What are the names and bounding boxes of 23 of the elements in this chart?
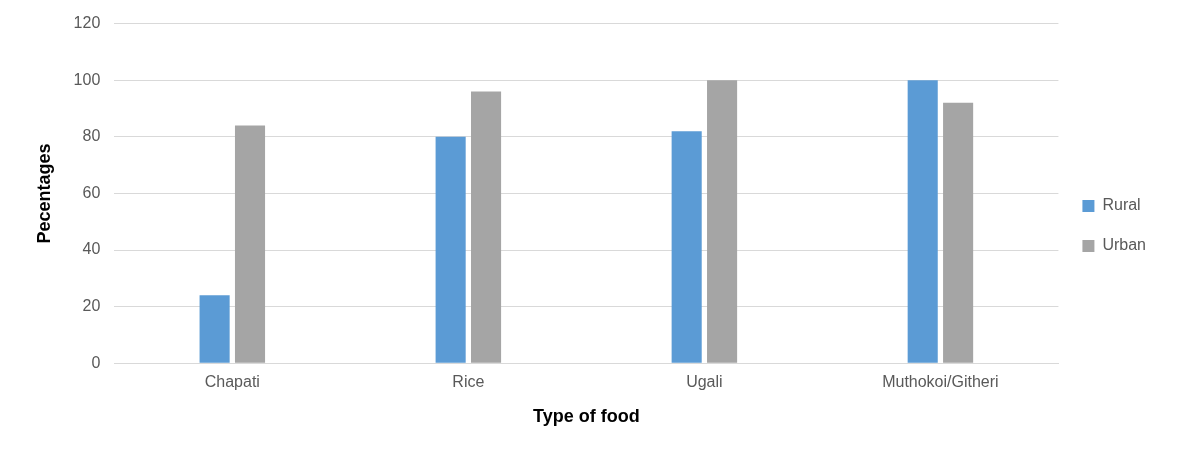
y-tick-label: 0 bbox=[91, 353, 101, 371]
y-tick-label: 20 bbox=[82, 297, 101, 315]
bar bbox=[435, 136, 466, 363]
bar bbox=[707, 80, 738, 363]
bar bbox=[671, 131, 702, 363]
bar bbox=[471, 91, 502, 363]
x-axis-title: Type of food bbox=[533, 406, 640, 427]
bar bbox=[234, 125, 266, 363]
x-tick-label: Muthokoi/Githeri bbox=[882, 373, 999, 391]
legend-label: Rural bbox=[1102, 196, 1141, 214]
y-tick-label: 60 bbox=[82, 183, 101, 201]
legend-label: Urban bbox=[1102, 236, 1146, 254]
x-tick-label: Chapati bbox=[204, 373, 260, 391]
y-tick-label: 100 bbox=[73, 70, 101, 88]
x-tick-label: Ugali bbox=[686, 373, 723, 391]
x-tick-label: Rice bbox=[452, 373, 485, 391]
bar bbox=[907, 80, 938, 363]
bar bbox=[199, 295, 230, 363]
bar bbox=[943, 102, 974, 363]
y-tick-label: 80 bbox=[82, 127, 101, 145]
y-axis-title: Pecentages bbox=[33, 143, 54, 244]
y-tick-label: 120 bbox=[73, 14, 101, 32]
y-tick-label: 40 bbox=[82, 240, 101, 258]
